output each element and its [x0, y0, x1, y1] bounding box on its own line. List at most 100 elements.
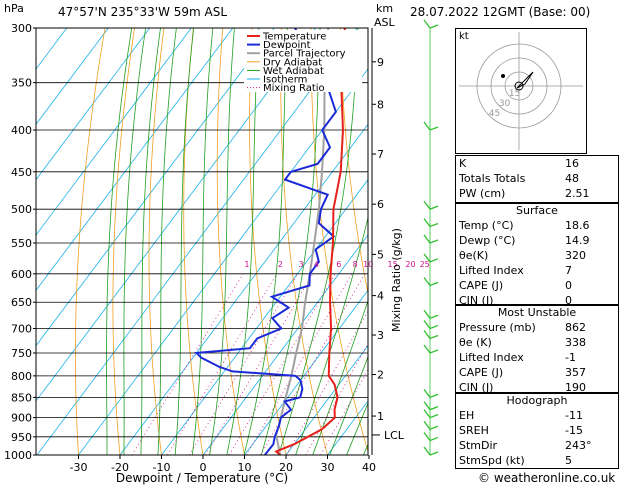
wind-barb — [423, 19, 439, 29]
wet-adiabat-line — [209, 28, 235, 455]
wind-barb — [423, 432, 439, 442]
wind-barb — [423, 344, 439, 354]
temp-tick-label: -10 — [153, 461, 171, 474]
table-row: CIN (J) 0 — [455, 293, 619, 308]
row-label: Lifted Index — [459, 351, 524, 364]
mixing-ratio-label: 1 — [244, 260, 249, 269]
pressure-tick-label: 650 — [11, 296, 32, 309]
temp-tick-label: 10 — [238, 461, 252, 474]
temp-tick-label: 30 — [321, 461, 335, 474]
mixing-ratio-line — [286, 310, 368, 455]
dewpoint-line — [194, 28, 337, 455]
table-row: StmDir 243° — [455, 438, 619, 453]
row-value: 190 — [565, 381, 586, 394]
row-value: 862 — [565, 321, 586, 334]
isotherm-line — [36, 28, 109, 126]
km-tick-label: 6 — [377, 198, 384, 211]
row-value: 16 — [565, 157, 579, 170]
row-label: θe(K) — [459, 249, 489, 262]
hodo-table: Hodograph EH -11 SREH -15 StmDir 243° StmSpd (k… — [455, 393, 619, 468]
mixing-ratio-line — [228, 273, 336, 455]
hodo-table-box — [455, 392, 619, 469]
mixing-ratio-line — [246, 273, 352, 455]
temp-tick-label: 0 — [200, 461, 207, 474]
temp-tick-label: -30 — [70, 461, 88, 474]
dry-adiabat-line — [75, 28, 106, 455]
dry-adiabat-line — [148, 28, 165, 455]
table-row: EH -11 — [455, 408, 619, 423]
row-label: CAPE (J) — [459, 279, 504, 292]
km-tick-label: 1 — [377, 410, 384, 423]
isotherm-line — [78, 68, 368, 455]
hodograph-ring-label: 45 — [489, 109, 500, 119]
mixing-ratio-label: 3 — [299, 260, 304, 269]
surface-table: Surface Temp (°C) 18.6 Dewp (°C) 14.9 θe(K) 32… — [455, 203, 619, 308]
table-row: Temp (°C) 18.6 — [455, 218, 619, 233]
legend-entry: Dry Adiabat — [263, 57, 322, 68]
isotherm-line — [202, 234, 368, 455]
legend-entry: Dewpoint — [263, 40, 311, 51]
row-label: CIN (J) — [459, 381, 494, 394]
legend-background — [244, 30, 362, 92]
wind-barb — [423, 388, 439, 399]
table-row: CIN (J) 190 — [455, 380, 619, 395]
plot-frame — [35, 27, 369, 456]
dry-adiabat-line — [369, 0, 459, 472]
parcel-trajectory-line — [275, 28, 330, 455]
pressure-tick-label: 1000 — [4, 449, 32, 462]
mixing-ratio-line — [320, 369, 368, 455]
mixing-ratio-line — [189, 273, 298, 455]
wind-barb — [423, 253, 439, 263]
height-unit-label: km — [376, 2, 394, 15]
row-value: 320 — [565, 249, 586, 262]
temp-tick-label: -20 — [111, 461, 129, 474]
pressure-tick-label: 500 — [11, 203, 32, 216]
isotherm-line — [119, 123, 368, 455]
lcl-label: LCL — [384, 429, 405, 442]
wind-barb — [423, 446, 439, 456]
km-tick-label: 3 — [377, 329, 384, 342]
row-label: θe (K) — [459, 336, 492, 349]
hodograph-origin — [514, 81, 524, 91]
row-value: -15 — [565, 424, 583, 437]
table-section-title: Most Unstable — [497, 306, 577, 319]
legend-entry: Parcel Trajectory — [263, 49, 346, 60]
dry-adiabat-line — [620, 0, 629, 472]
row-value: 48 — [565, 172, 579, 185]
surface-box — [455, 202, 619, 306]
hodograph-frame — [455, 28, 587, 154]
row-value: -11 — [565, 409, 583, 422]
mixing-ratio-label: 25 — [420, 260, 430, 269]
hodograph-ring-label: 15 — [509, 89, 520, 99]
row-label: K — [459, 157, 467, 170]
location-label: 47°57'N 235°33'W 59m ASL — [58, 5, 228, 19]
wind-barb — [423, 420, 439, 431]
pressure-tick-label: 850 — [11, 391, 32, 404]
isotherm-line — [285, 345, 368, 455]
mixing-ratio-label: 2 — [278, 260, 283, 269]
wind-barb — [423, 320, 439, 330]
pressure-tick-label: 800 — [11, 370, 32, 383]
row-label: Lifted Index — [459, 264, 524, 277]
table-row: SREH -15 — [455, 423, 619, 438]
row-label: CIN (J) — [459, 294, 494, 307]
wind-barb — [423, 200, 439, 210]
pressure-tick-label: 550 — [11, 237, 32, 250]
temp-tick-label: 40 — [362, 461, 376, 474]
legend-entry: Mixing Ratio — [263, 83, 325, 94]
x-axis-label: Dewpoint / Temperature (°C) — [116, 471, 288, 485]
table-row: K 16 — [455, 156, 619, 171]
km-tick-label: 8 — [377, 98, 384, 111]
table-row: PW (cm) 2.51 — [455, 186, 619, 201]
table-row: Lifted Index -1 — [455, 350, 619, 365]
wind-barb — [423, 401, 439, 411]
copyright-label: © weatheronline.co.uk — [478, 471, 616, 485]
table-section-title: Surface — [516, 204, 558, 217]
isotherm-line — [244, 289, 368, 455]
hodograph-ring-label: 30 — [499, 99, 511, 109]
row-value: -1 — [565, 351, 576, 364]
row-label: CAPE (J) — [459, 366, 504, 379]
legend-entry: Isotherm — [263, 75, 307, 86]
